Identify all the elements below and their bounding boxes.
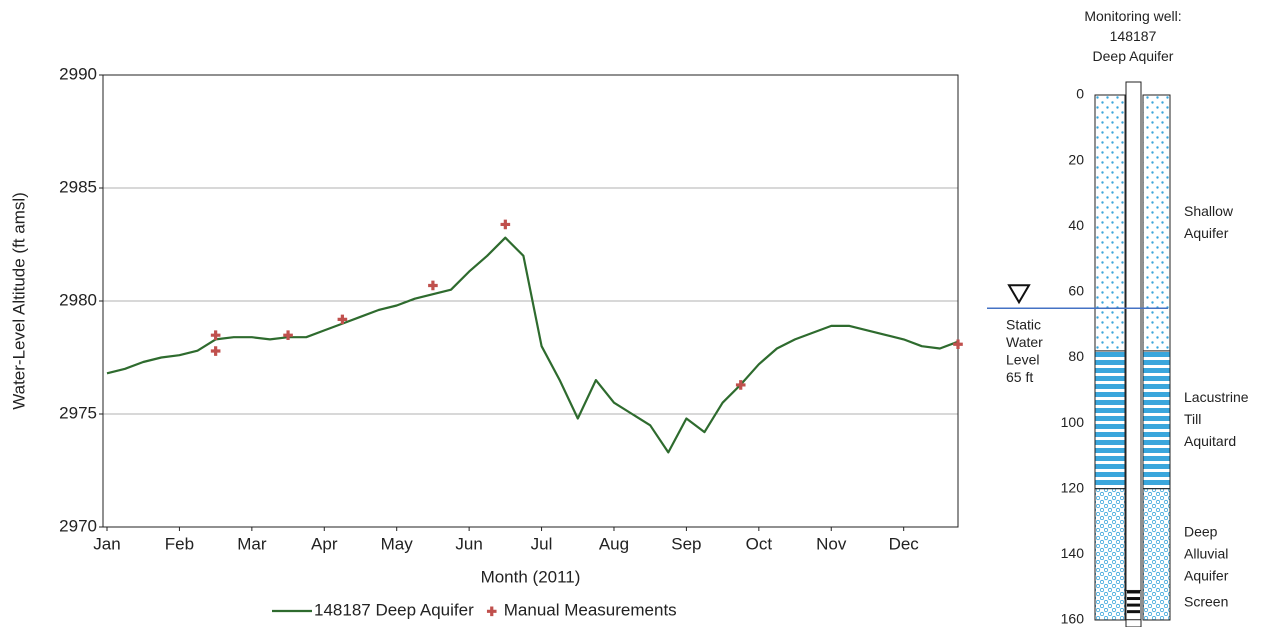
screen-slot bbox=[1127, 590, 1140, 594]
depth-tick-label: 120 bbox=[1061, 479, 1085, 495]
layer-label: Shallow Aquifer bbox=[1184, 203, 1234, 241]
layer-label-line: Alluvial bbox=[1184, 545, 1228, 561]
manual-measurement bbox=[210, 346, 221, 356]
plot-frame bbox=[102, 74, 959, 528]
manual-measurement bbox=[428, 280, 438, 291]
depth-tick-label: 140 bbox=[1061, 545, 1085, 561]
legend-label: 148187 Deep Aquifer bbox=[314, 600, 474, 619]
manual-measurement bbox=[210, 330, 221, 341]
layer-fill bbox=[1094, 94, 1126, 352]
layer-label-line: Aquifer bbox=[1184, 567, 1229, 583]
legend-marker bbox=[486, 606, 497, 617]
screen-label: Screen bbox=[1184, 594, 1228, 610]
layer-label-line: Deep bbox=[1184, 523, 1218, 539]
x-tick-label: Sep bbox=[671, 534, 701, 553]
manual-measurement bbox=[500, 219, 511, 230]
y-tick-label: 2970 bbox=[59, 516, 97, 535]
y-axis-label: Water-Level Altitude (ft amsl) bbox=[9, 192, 28, 410]
water-level-symbol bbox=[1007, 284, 1031, 305]
well-title: Monitoring well: 148187 Deep Aquifer bbox=[1084, 8, 1181, 64]
y-tick-label: 2985 bbox=[59, 177, 97, 196]
series-line bbox=[106, 236, 959, 454]
layer-fill bbox=[1142, 350, 1171, 490]
layer-label: Deep Alluvial Aquifer bbox=[1184, 523, 1229, 583]
layer-label-line: Till bbox=[1184, 411, 1201, 427]
legend: 148187 Deep Aquifer Manual Measurements bbox=[272, 600, 677, 619]
depth-tick-label: 40 bbox=[1068, 217, 1084, 233]
static-water-label-line: 65 ft bbox=[1006, 368, 1033, 384]
x-tick-label: Jul bbox=[531, 534, 553, 553]
x-tick-label: Jan bbox=[93, 534, 120, 553]
x-axis-label: Month (2011) bbox=[481, 567, 581, 586]
layer-fill bbox=[1094, 350, 1126, 490]
x-tick-label: May bbox=[381, 534, 414, 553]
layer-fill bbox=[1094, 488, 1126, 621]
layer-label-line: Aquifer bbox=[1184, 225, 1229, 241]
static-water-label-line: Water bbox=[1006, 333, 1043, 349]
depth-tick-label: 20 bbox=[1068, 151, 1084, 167]
static-water-label-line: Level bbox=[1006, 351, 1039, 367]
well-diagram: Monitoring well: 148187 Deep Aquifer 0 20 40 6… bbox=[987, 8, 1249, 627]
x-tick-label: Apr bbox=[311, 534, 338, 553]
hydrograph: 2970 2975 2980 2985 2990 Jan Feb Mar Apr May Jun Ju… bbox=[9, 64, 963, 619]
layer-fill bbox=[1142, 94, 1171, 352]
static-water-label-line: Static bbox=[1006, 316, 1041, 332]
layer-fill bbox=[1142, 488, 1171, 621]
x-tick-label: Aug bbox=[599, 534, 629, 553]
x-tick-label: Dec bbox=[889, 534, 920, 553]
manual-measurement bbox=[953, 339, 963, 350]
well-casing bbox=[1125, 81, 1142, 627]
screen bbox=[1125, 589, 1142, 621]
screen-slot bbox=[1127, 597, 1140, 601]
well-title-line: Monitoring well: bbox=[1084, 8, 1181, 24]
y-tick-label: 2975 bbox=[59, 403, 97, 422]
depth-tick-label: 0 bbox=[1076, 86, 1084, 102]
static-water-label: Static Water Level 65 ft bbox=[1006, 316, 1043, 385]
layer-label-line: Shallow bbox=[1184, 203, 1234, 219]
depth-tick-label: 100 bbox=[1061, 414, 1085, 430]
layer-label: Lacustrine Till Aquitard bbox=[1184, 389, 1249, 449]
x-tick-label: Feb bbox=[165, 534, 194, 553]
well-title-line: Deep Aquifer bbox=[1093, 48, 1174, 64]
manual-measurement bbox=[735, 380, 746, 390]
x-tick-label: Mar bbox=[237, 534, 267, 553]
well-title-line: 148187 bbox=[1110, 28, 1157, 44]
layer-label-line: Aquitard bbox=[1184, 433, 1236, 449]
x-tick-label: Nov bbox=[816, 534, 847, 553]
depth-tick-label: 160 bbox=[1061, 611, 1085, 627]
y-tick-label: 2980 bbox=[59, 290, 97, 309]
screen-slot bbox=[1127, 603, 1140, 607]
manual-measurement bbox=[337, 314, 348, 325]
layer-label-line: Lacustrine bbox=[1184, 389, 1249, 405]
screen-slot bbox=[1127, 610, 1140, 614]
x-tick-label: Jun bbox=[455, 534, 482, 553]
x-tick-label: Oct bbox=[746, 534, 773, 553]
y-tick-label: 2990 bbox=[59, 64, 97, 83]
legend-label: Manual Measurements bbox=[504, 600, 677, 619]
depth-tick-label: 80 bbox=[1068, 348, 1084, 364]
depth-tick-label: 60 bbox=[1068, 283, 1084, 299]
manual-measurement bbox=[283, 330, 293, 341]
